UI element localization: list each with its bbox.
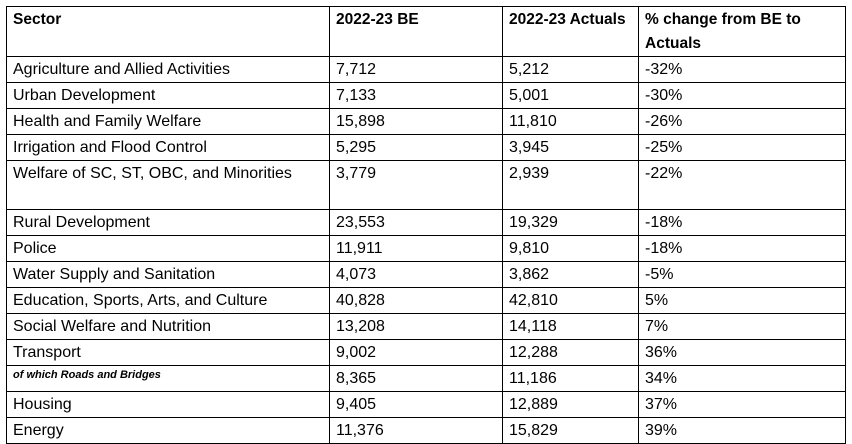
cell-be: 9,405 — [329, 391, 503, 418]
cell-actuals: 11,186 — [502, 365, 639, 392]
table-row: Agriculture and Allied Activities 7,712 … — [6, 56, 846, 83]
table-row: Education, Sports, Arts, and Culture 40,… — [6, 287, 846, 314]
cell-be: 11,376 — [329, 417, 503, 444]
cell-actuals: 12,288 — [502, 339, 639, 366]
cell-be: 8,365 — [329, 365, 503, 392]
table-row: Housing 9,405 12,889 37% — [6, 391, 846, 418]
cell-actuals: 11,810 — [502, 108, 639, 135]
table-row: Rural Development 23,553 19,329 -18% — [6, 209, 846, 236]
cell-change: -26% — [638, 108, 846, 135]
cell-change: -18% — [638, 235, 846, 262]
cell-actuals: 2,939 — [502, 160, 639, 210]
cell-change: 34% — [638, 365, 846, 392]
cell-change: 36% — [638, 339, 846, 366]
cell-sector: Welfare of SC, ST, OBC, and Minorities — [6, 160, 330, 210]
header-actuals: 2022-23 Actuals — [502, 6, 639, 57]
cell-change: -18% — [638, 209, 846, 236]
header-row: Sector 2022-23 BE 2022-23 Actuals % chan… — [6, 6, 846, 57]
cell-sector: Rural Development — [6, 209, 330, 236]
cell-be: 11,911 — [329, 235, 503, 262]
cell-change: -30% — [638, 82, 846, 109]
cell-be: 13,208 — [329, 313, 503, 340]
cell-actuals: 42,810 — [502, 287, 639, 314]
cell-be: 40,828 — [329, 287, 503, 314]
table-row-sub: of which Roads and Bridges 8,365 11,186 … — [6, 365, 846, 392]
cell-change: -5% — [638, 261, 846, 288]
cell-be: 9,002 — [329, 339, 503, 366]
cell-sector: Police — [6, 235, 330, 262]
cell-actuals: 3,945 — [502, 134, 639, 161]
cell-be: 3,779 — [329, 160, 503, 210]
cell-sector: Water Supply and Sanitation — [6, 261, 330, 288]
table-row: Transport 9,002 12,288 36% — [6, 339, 846, 366]
cell-sector: Health and Family Welfare — [6, 108, 330, 135]
cell-actuals: 5,212 — [502, 56, 639, 83]
header-sector: Sector — [6, 6, 330, 57]
budget-table: Sector 2022-23 BE 2022-23 Actuals % chan… — [6, 6, 846, 444]
cell-actuals: 14,118 — [502, 313, 639, 340]
table-row: Welfare of SC, ST, OBC, and Minorities 3… — [6, 160, 846, 210]
cell-actuals: 3,862 — [502, 261, 639, 288]
cell-sector: Social Welfare and Nutrition — [6, 313, 330, 340]
cell-be: 15,898 — [329, 108, 503, 135]
cell-change: -25% — [638, 134, 846, 161]
table-row: Police 11,911 9,810 -18% — [6, 235, 846, 262]
cell-sector: Energy — [6, 417, 330, 444]
cell-be: 7,712 — [329, 56, 503, 83]
header-be: 2022-23 BE — [329, 6, 503, 57]
cell-sector: Irrigation and Flood Control — [6, 134, 330, 161]
cell-sector: Transport — [6, 339, 330, 366]
cell-sector: of which Roads and Bridges — [6, 365, 330, 392]
cell-be: 7,133 — [329, 82, 503, 109]
cell-sector: Housing — [6, 391, 330, 418]
cell-actuals: 19,329 — [502, 209, 639, 236]
cell-be: 4,073 — [329, 261, 503, 288]
cell-change: 5% — [638, 287, 846, 314]
header-change: % change from BE to Actuals — [638, 6, 846, 57]
cell-sector: Urban Development — [6, 82, 330, 109]
table-row: Water Supply and Sanitation 4,073 3,862 … — [6, 261, 846, 288]
cell-actuals: 15,829 — [502, 417, 639, 444]
table-row: Irrigation and Flood Control 5,295 3,945… — [6, 134, 846, 161]
cell-sector: Agriculture and Allied Activities — [6, 56, 330, 83]
cell-actuals: 12,889 — [502, 391, 639, 418]
cell-actuals: 5,001 — [502, 82, 639, 109]
table-row: Urban Development 7,133 5,001 -30% — [6, 82, 846, 109]
cell-change: -32% — [638, 56, 846, 83]
table-row: Social Welfare and Nutrition 13,208 14,1… — [6, 313, 846, 340]
cell-be: 5,295 — [329, 134, 503, 161]
cell-be: 23,553 — [329, 209, 503, 236]
table-row: Energy 11,376 15,829 39% — [6, 417, 846, 444]
cell-actuals: 9,810 — [502, 235, 639, 262]
cell-change: -22% — [638, 160, 846, 210]
cell-sector: Education, Sports, Arts, and Culture — [6, 287, 330, 314]
table-row: Health and Family Welfare 15,898 11,810 … — [6, 108, 846, 135]
cell-change: 37% — [638, 391, 846, 418]
cell-change: 7% — [638, 313, 846, 340]
cell-change: 39% — [638, 417, 846, 444]
